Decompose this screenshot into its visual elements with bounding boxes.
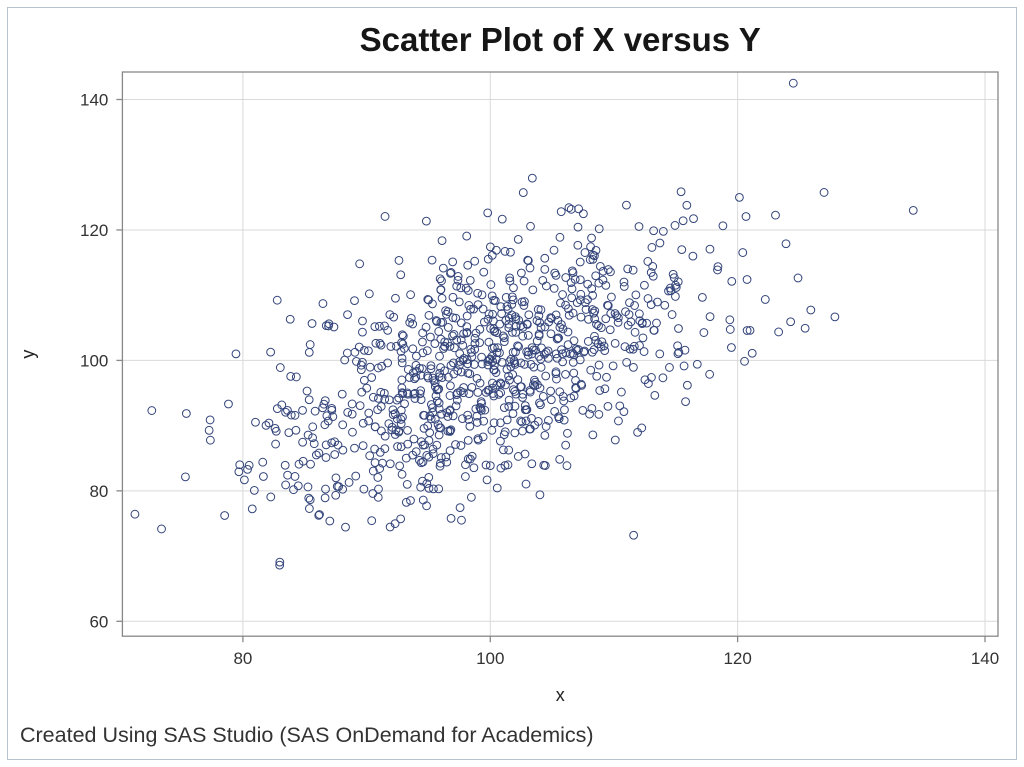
svg-text:x: x [556, 685, 565, 705]
svg-text:80: 80 [233, 649, 252, 668]
svg-text:100: 100 [80, 351, 108, 370]
svg-text:y: y [18, 350, 38, 359]
svg-text:100: 100 [476, 649, 504, 668]
svg-text:120: 120 [80, 221, 108, 240]
svg-text:140: 140 [80, 91, 108, 110]
svg-text:120: 120 [723, 649, 751, 668]
svg-text:140: 140 [971, 649, 999, 668]
svg-text:60: 60 [89, 612, 108, 631]
svg-text:80: 80 [89, 482, 108, 501]
